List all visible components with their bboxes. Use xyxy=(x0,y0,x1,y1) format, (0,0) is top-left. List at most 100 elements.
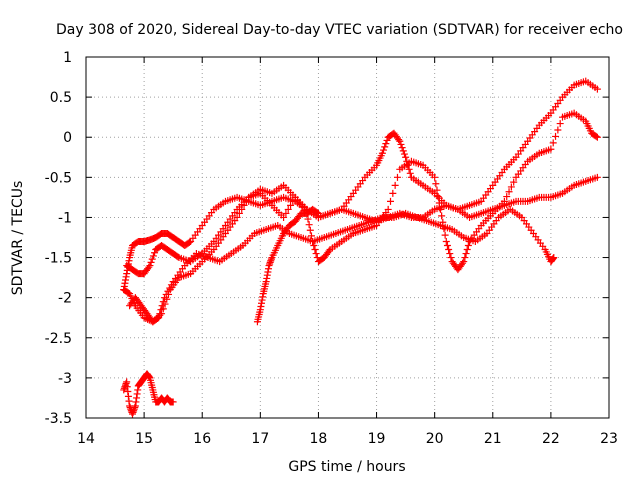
x-tick-label: 19 xyxy=(368,431,386,447)
data-point-plus xyxy=(434,193,442,201)
data-point-plus xyxy=(397,140,405,148)
data-point-plus xyxy=(435,199,443,207)
data-point-plus xyxy=(441,231,449,239)
plot-frame xyxy=(85,56,610,419)
data-point-plus xyxy=(438,212,446,220)
data-point-plus xyxy=(311,246,319,254)
y-tick-label: -0.5 xyxy=(45,170,72,186)
data-point-plus xyxy=(399,147,407,155)
data-point-plus xyxy=(405,165,413,173)
data-point-plus xyxy=(380,146,388,154)
data-point-plus xyxy=(158,302,166,310)
data-point-plus xyxy=(159,298,167,306)
data-point-plus xyxy=(146,262,154,270)
data-point-plus xyxy=(145,263,153,271)
data-point-plus xyxy=(147,258,155,266)
data-point-plus xyxy=(157,306,165,314)
data-point-plus xyxy=(447,254,455,262)
y-tick-label: 0.5 xyxy=(50,90,72,106)
data-point-plus xyxy=(149,252,157,260)
data-point-plus xyxy=(445,246,453,254)
data-point-plus xyxy=(151,249,159,257)
x-tick-label: 17 xyxy=(251,431,269,447)
data-point-plus xyxy=(463,246,471,254)
x-tick-label: 14 xyxy=(77,431,95,447)
data-point-plus xyxy=(153,315,161,323)
x-tick-label: 15 xyxy=(135,431,153,447)
data-point-plus xyxy=(313,209,321,217)
y-tick-label: -1 xyxy=(58,210,72,226)
data-point-plus xyxy=(382,140,390,148)
data-point-plus xyxy=(431,173,439,181)
data-point-plus xyxy=(156,310,164,318)
data-point-plus xyxy=(593,173,601,181)
x-tick-label: 18 xyxy=(310,431,328,447)
data-point-plus xyxy=(387,197,395,205)
x-tick-label: 20 xyxy=(426,431,444,447)
data-point-plus xyxy=(433,186,441,194)
data-point-plus xyxy=(461,254,469,262)
data-point-plus xyxy=(314,209,322,217)
data-point-plus xyxy=(233,213,241,221)
y-tick-label: -2 xyxy=(58,291,72,307)
data-point-plus xyxy=(550,254,558,262)
x-tick-label: 23 xyxy=(600,431,618,447)
data-point-plus xyxy=(593,133,601,141)
data-point-plus xyxy=(406,169,414,177)
data-point-plus xyxy=(442,238,450,246)
data-point-plus xyxy=(305,221,313,229)
y-axis-label: SDTVAR / TECUs xyxy=(10,181,26,296)
series-track-d xyxy=(126,205,558,326)
data-point-plus xyxy=(284,205,292,213)
data-point-plus xyxy=(443,242,451,250)
data-point-plus xyxy=(446,250,454,258)
data-point-plus xyxy=(383,136,391,144)
y-tick-label: -1.5 xyxy=(45,251,72,267)
data-point-plus xyxy=(549,139,557,147)
data-point-plus xyxy=(169,398,177,406)
data-point-plus xyxy=(381,143,389,151)
data-point-plus xyxy=(556,120,564,128)
data-point-plus xyxy=(280,213,288,221)
y-axis-ticks: -3.5 -3 -2.5 -2 -1.5 -1 -0.5 0 0.5 1 xyxy=(45,50,609,427)
data-point-plus xyxy=(304,215,312,223)
y-tick-label: -2.5 xyxy=(45,331,72,347)
data-point-plus xyxy=(500,197,508,205)
x-tick-label: 16 xyxy=(193,431,211,447)
data-point-plus xyxy=(432,180,440,188)
x-axis-ticks: 14 15 16 17 18 19 20 21 22 23 xyxy=(77,57,618,447)
grid-layer xyxy=(86,57,609,418)
data-point-plus xyxy=(174,253,182,261)
data-point-plus xyxy=(310,242,318,250)
data-point-plus xyxy=(289,197,297,205)
data-point-plus xyxy=(510,178,518,186)
data-point-plus xyxy=(148,255,156,263)
chart-title: Day 308 of 2020, Sidereal Day-to-day VTE… xyxy=(56,22,623,38)
data-point-plus xyxy=(436,205,444,213)
data-point-plus xyxy=(235,209,243,217)
data-point-plus xyxy=(402,153,410,161)
data-point-plus xyxy=(185,238,193,246)
data-point-plus xyxy=(287,201,295,209)
data-point-plus xyxy=(155,314,163,322)
data-point-plus xyxy=(462,250,470,258)
data-point-plus xyxy=(307,232,315,240)
data-point-plus xyxy=(507,183,515,191)
data-point-plus xyxy=(505,188,513,196)
y-tick-label: 1 xyxy=(63,50,72,66)
data-point-plus xyxy=(325,247,333,255)
y-tick-label: -3.5 xyxy=(45,411,72,427)
data-point-plus xyxy=(378,149,386,157)
data-point-plus xyxy=(503,193,511,201)
data-point-plus xyxy=(593,85,601,93)
data-point-plus xyxy=(464,242,472,250)
data-point-plus xyxy=(554,126,562,134)
data-point-plus xyxy=(395,136,403,144)
x-tick-label: 21 xyxy=(484,431,502,447)
data-point-plus xyxy=(312,250,320,258)
data-point-plus xyxy=(398,144,406,152)
data-point-plus xyxy=(547,145,555,153)
x-tick-label: 22 xyxy=(542,431,560,447)
